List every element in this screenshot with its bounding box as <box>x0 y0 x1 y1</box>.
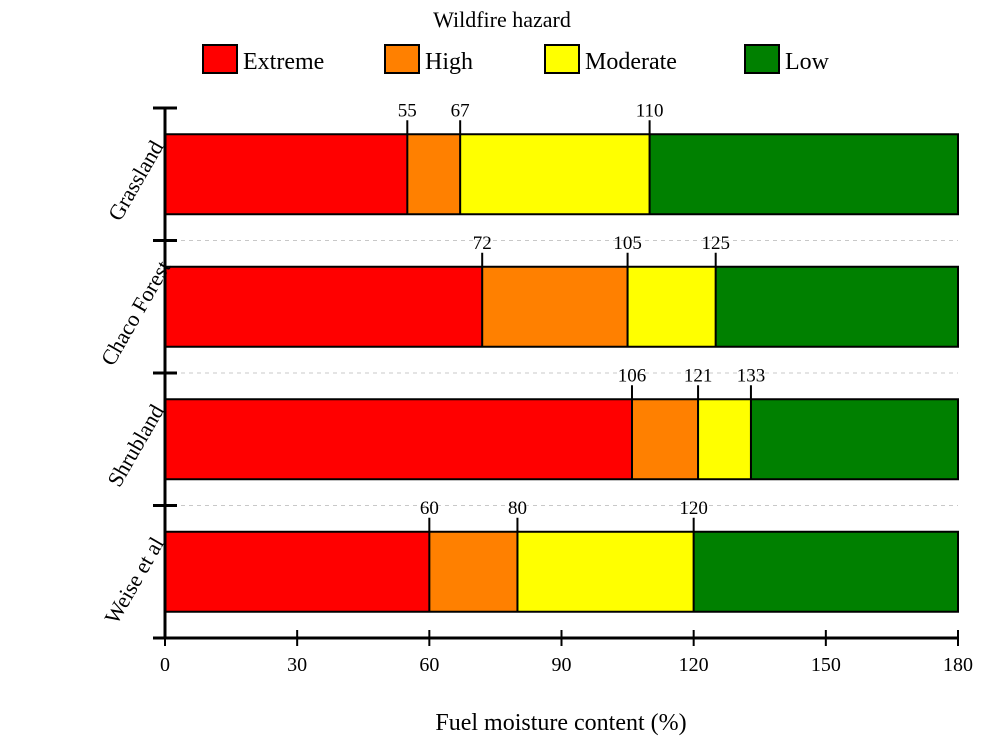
bar-segment-high <box>631 398 699 480</box>
legend-title: Wildfire hazard <box>433 7 571 32</box>
bar-segment-high <box>428 531 519 613</box>
bar-segment-moderate <box>626 266 717 348</box>
threshold-label: 72 <box>473 233 492 254</box>
threshold-label: 125 <box>701 233 730 254</box>
category-label-weise-et-al: Weise et al. <box>99 528 171 628</box>
bar-segment-extreme <box>164 531 431 613</box>
legend-label-low: Low <box>785 49 830 75</box>
legend-swatch-extreme <box>202 44 238 74</box>
bar-segment-high <box>406 133 461 215</box>
x-tick-label: 150 <box>811 654 841 676</box>
legend-swatch-moderate <box>544 44 580 74</box>
bar-segment-low <box>750 398 959 480</box>
bar-segment-moderate <box>697 398 752 480</box>
bar-group-chaco-forest: 72 105 125 <box>164 233 959 348</box>
x-tick-label: 120 <box>679 654 709 676</box>
bar-group-shrubland: 106 121 133 <box>164 365 959 481</box>
category-label-grassland: Grassland <box>103 136 169 225</box>
bar-group-weise-et-al: 60 80 120 <box>164 498 959 613</box>
bar-segment-low <box>692 531 959 613</box>
bar-group-grassland: 55 67 110 <box>164 100 959 216</box>
category-label-shrubland: Shrubland <box>102 400 169 491</box>
bar-segment-low <box>648 133 959 215</box>
x-tick-label: 60 <box>419 654 439 676</box>
threshold-label: 60 <box>420 498 439 519</box>
bar-segment-low <box>714 266 959 348</box>
x-tick-label: 90 <box>552 654 572 676</box>
legend-label-high: High <box>425 49 473 75</box>
threshold-label: 105 <box>613 233 642 254</box>
legend-label-moderate: Moderate <box>585 49 677 75</box>
threshold-label: 110 <box>636 100 664 121</box>
legend-swatch-high <box>384 44 420 74</box>
threshold-label: 133 <box>737 365 766 386</box>
legend: Extreme High Moderate Low <box>202 44 830 75</box>
threshold-label: 80 <box>508 498 527 519</box>
threshold-label: 120 <box>679 498 708 519</box>
threshold-label: 106 <box>618 365 647 386</box>
bar-segment-high <box>481 266 629 348</box>
threshold-label: 121 <box>684 365 713 386</box>
bar-segment-extreme <box>164 266 483 348</box>
x-tick-label: 30 <box>287 654 307 676</box>
x-tick-label: 180 <box>943 654 973 676</box>
bar-segment-extreme <box>164 398 633 480</box>
bar-segment-moderate <box>516 531 695 613</box>
bar-segment-extreme <box>164 133 409 215</box>
x-axis-label: Fuel moisture content (%) <box>435 710 686 736</box>
bar-segment-moderate <box>459 133 651 215</box>
legend-label-extreme: Extreme <box>243 49 324 75</box>
threshold-label: 67 <box>451 100 470 121</box>
x-tick-label: 0 <box>160 654 170 676</box>
threshold-label: 55 <box>398 100 417 121</box>
legend-swatch-low <box>744 44 780 74</box>
